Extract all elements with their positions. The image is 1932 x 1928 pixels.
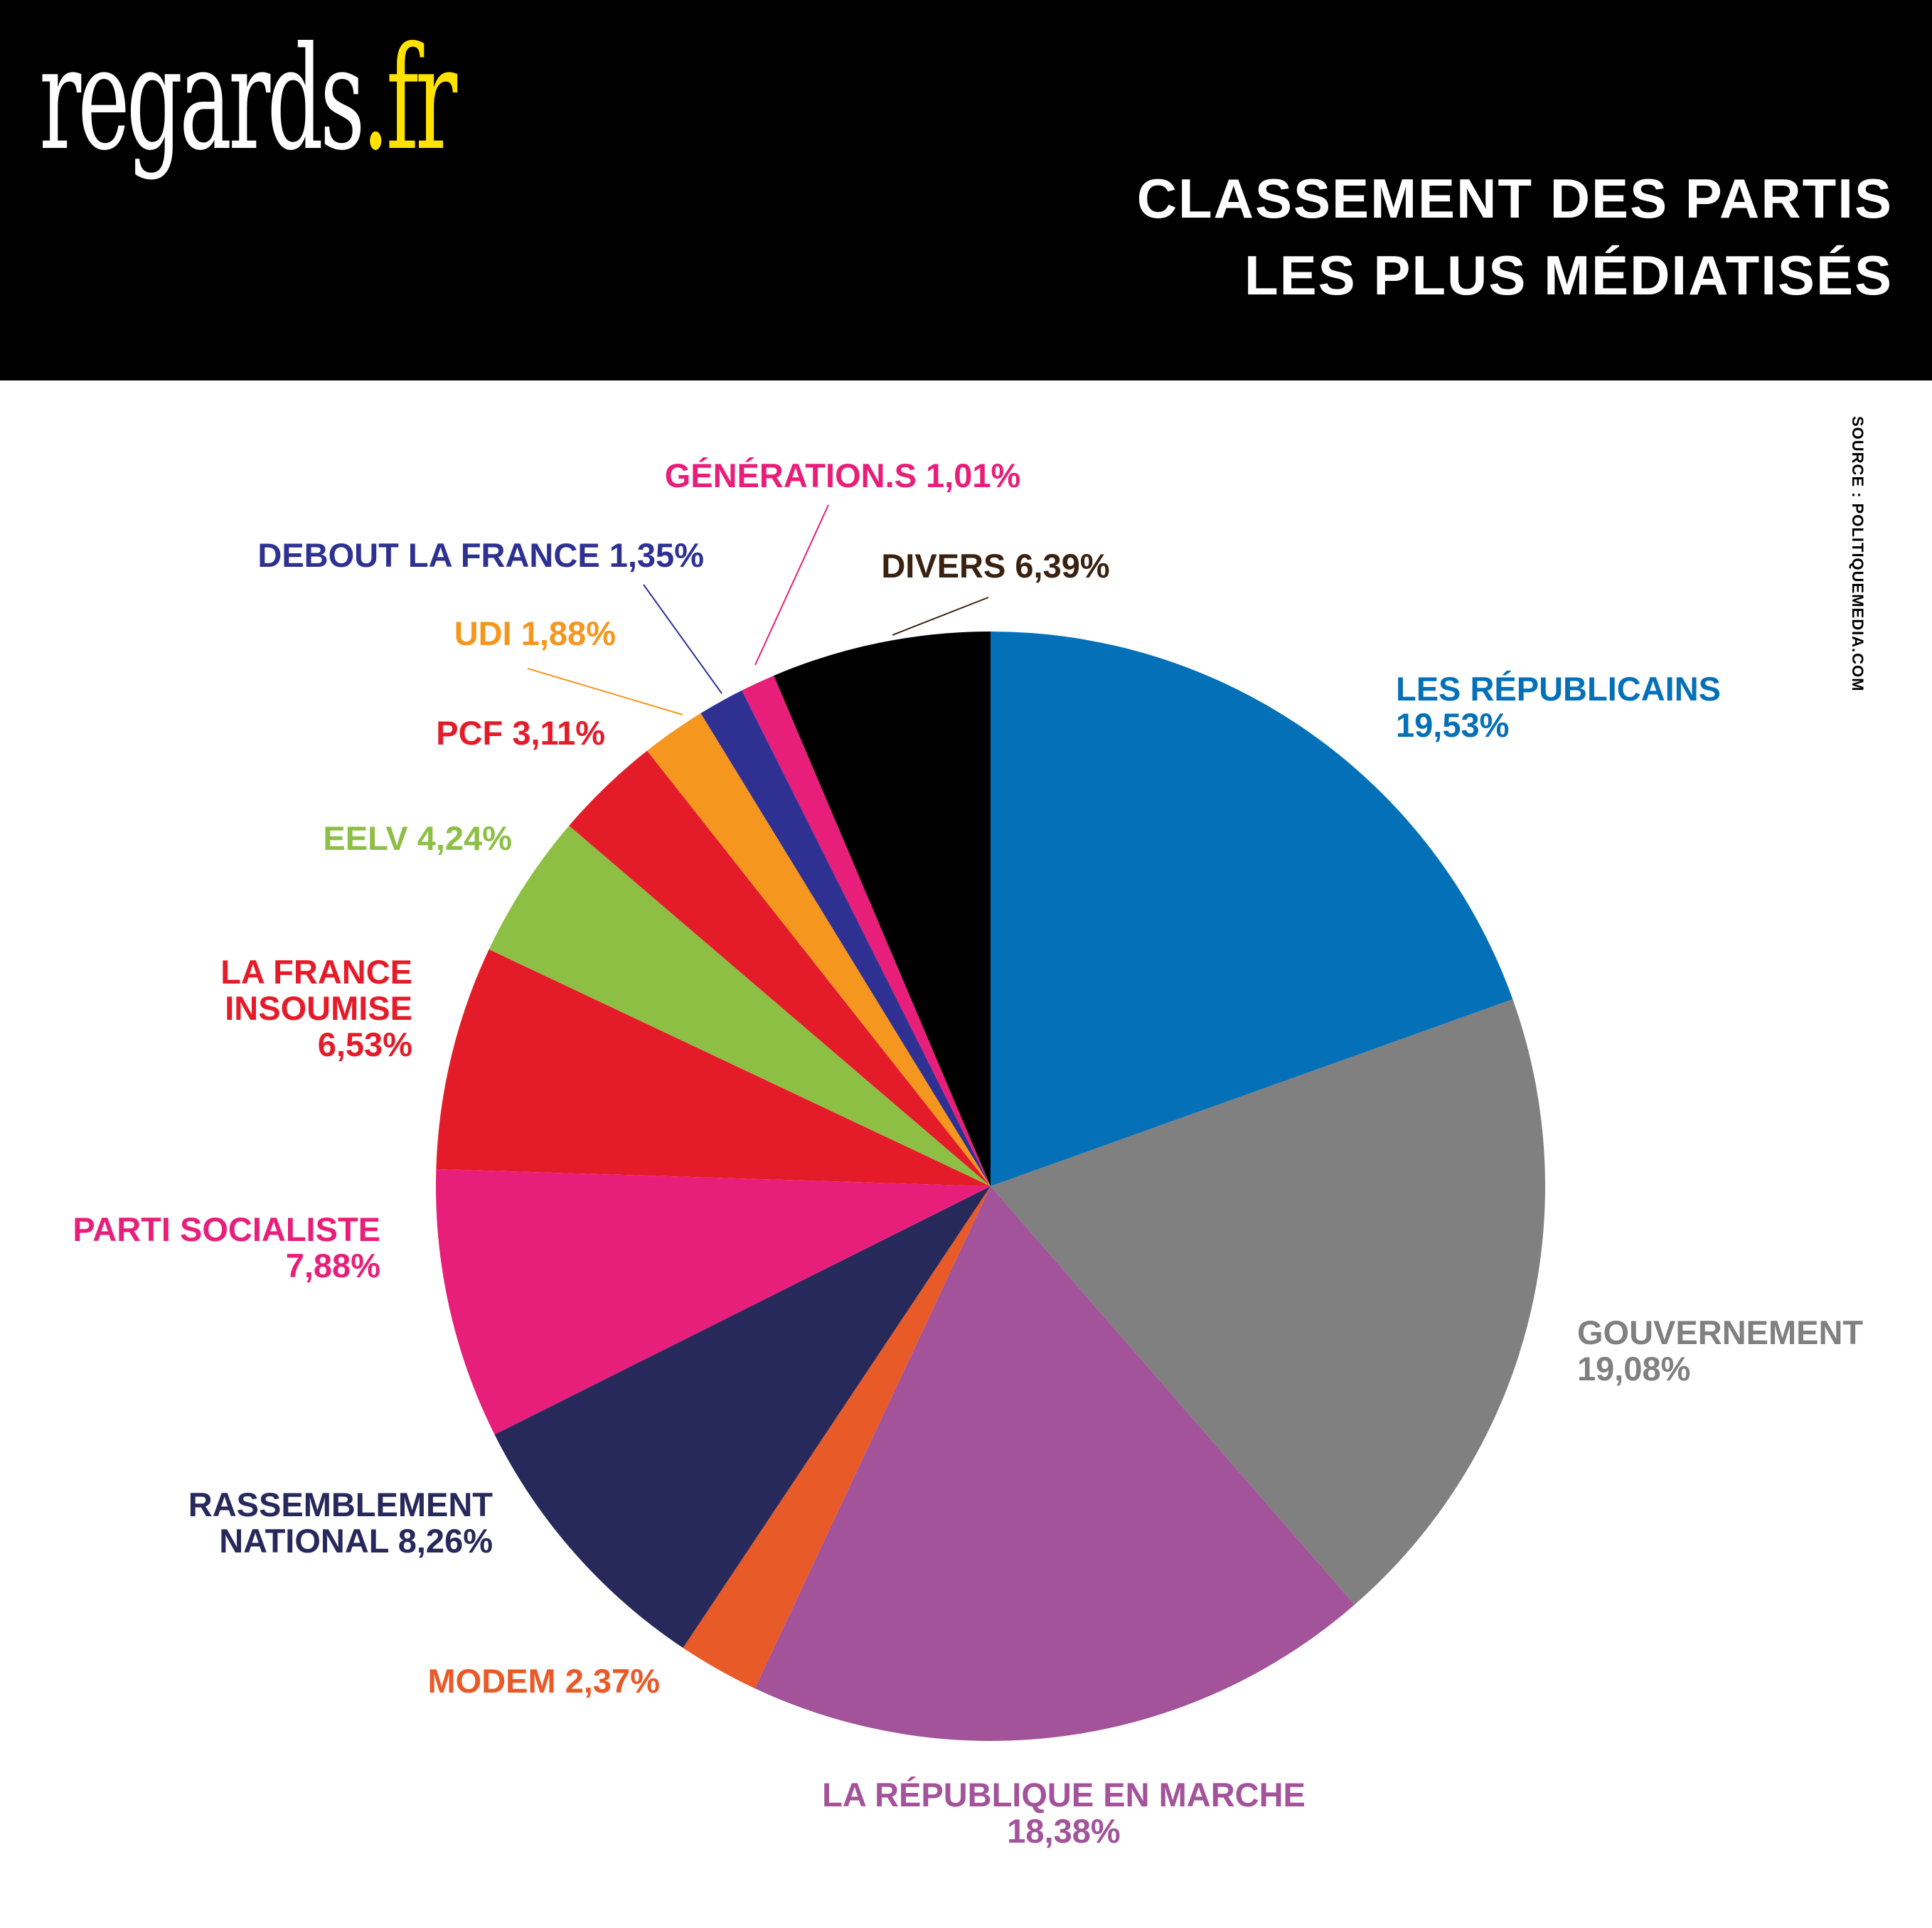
slice-debout-la-france	[700, 690, 991, 1186]
label-generation-s: GÉNÉRATION.S 1,01%	[665, 457, 1021, 494]
logo-name: regards	[39, 16, 365, 182]
label-les-republicains: LES RÉPUBLICAINS 19,53%	[1396, 670, 1721, 744]
label-pcf: PCF 3,11%	[436, 714, 605, 752]
slice-gouvernement	[991, 999, 1545, 1605]
regards-logo[interactable]: regards.fr	[39, 28, 457, 171]
chart-title-line-1: CLASSEMENT DES PARTIS	[1136, 167, 1893, 230]
leader-line-divers	[892, 597, 989, 636]
leader-line-debout-la-france	[643, 584, 722, 694]
label-la-france-insoumise: LA FRANCE INSOUMISE 6,53%	[220, 953, 412, 1063]
slice-la-republique-en-marche	[754, 1186, 1355, 1741]
slice-pcf	[569, 750, 991, 1186]
slice-parti-socialiste	[435, 1168, 991, 1435]
slice-la-france-insoumise	[436, 949, 991, 1186]
label-la-republique-en-marche: LA RÉPUBLIQUE EN MARCHE 18,38%	[822, 1776, 1306, 1850]
label-divers: DIVERS 6,39%	[881, 547, 1109, 585]
slice-rassemblement-national	[494, 1186, 991, 1649]
slice-les-republicains	[991, 632, 1513, 1186]
label-udi: UDI 1,88%	[454, 614, 616, 652]
slice-labels: LES RÉPUBLICAINS 19,53% GOUVERNEMENT 19,08%…	[73, 457, 1863, 1850]
slice-udi	[646, 713, 991, 1186]
slice-divers	[774, 632, 991, 1186]
label-debout-la-france: DEBOUT LA FRANCE 1,35%	[257, 536, 704, 574]
chart-title: CLASSEMENT DES PARTIS LES PLUS MÉDIATISÉ…	[1137, 160, 1893, 314]
label-eelv: EELV 4,24%	[323, 819, 512, 857]
slice-modem	[683, 1186, 991, 1689]
logo-tld: .fr	[361, 16, 458, 182]
leader-lines	[527, 504, 989, 715]
leader-line-udi	[527, 668, 683, 715]
header-banner: regards.fr CLASSEMENT DES PARTIS LES PLU…	[0, 0, 1932, 380]
label-modem: MODEM 2,37%	[428, 1662, 660, 1700]
chart-title-line-2: LES PLUS MÉDIATISÉS	[1244, 244, 1893, 307]
label-rassemblement-national: RASSEMBLEMENT NATIONAL 8,26%	[188, 1486, 493, 1560]
pie-slices	[435, 632, 1545, 1741]
slice-eelv	[489, 826, 991, 1186]
slice-generation-s	[742, 676, 991, 1186]
label-gouvernement: GOUVERNEMENT 19,08%	[1577, 1314, 1863, 1388]
leader-line-generation-s	[754, 504, 829, 666]
label-parti-socialiste: PARTI SOCIALISTE 7,88%	[73, 1210, 380, 1284]
